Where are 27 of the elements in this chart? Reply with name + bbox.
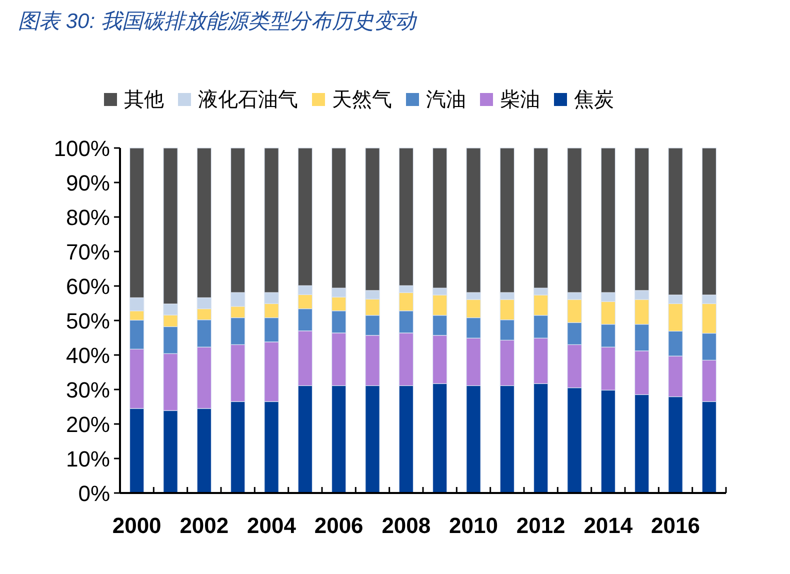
y-tick-label: 60% — [66, 274, 110, 299]
y-tick-label: 40% — [66, 343, 110, 368]
y-tick-label: 10% — [66, 446, 110, 472]
x-tick-label: 2000 — [112, 513, 162, 538]
y-tick-label: 80% — [66, 205, 110, 230]
y-tick-label: 50% — [66, 308, 110, 334]
legend-label: 液化石油气 — [198, 89, 298, 111]
y-tick-label: 100% — [54, 136, 110, 161]
y-tick-label: 20% — [66, 412, 110, 437]
x-tick-label: 2008 — [382, 513, 431, 538]
x-tick-label: 2002 — [180, 513, 229, 538]
legend-label: 焦炭 — [574, 89, 614, 111]
legend-label: 天然气 — [332, 89, 392, 111]
chart-title: 图表 30: 我国碳排放能源类型分布历史变动 — [18, 10, 418, 33]
y-tick-label: 30% — [66, 378, 110, 402]
y-tick-label: 0% — [78, 481, 110, 506]
y-tick-label: 70% — [66, 240, 110, 264]
legend-label: 柴油 — [500, 89, 540, 111]
x-tick-label: 2006 — [314, 513, 364, 538]
legend-label: 汽油 — [426, 89, 466, 111]
legend-label: 其他 — [124, 89, 164, 111]
y-tick-label: 90% — [66, 170, 110, 196]
x-tick-label: 2014 — [584, 513, 634, 538]
x-tick-label: 2004 — [247, 513, 297, 538]
x-tick-label: 2016 — [651, 513, 700, 538]
x-tick-label: 2012 — [516, 513, 566, 538]
x-tick-label: 2010 — [449, 513, 498, 538]
